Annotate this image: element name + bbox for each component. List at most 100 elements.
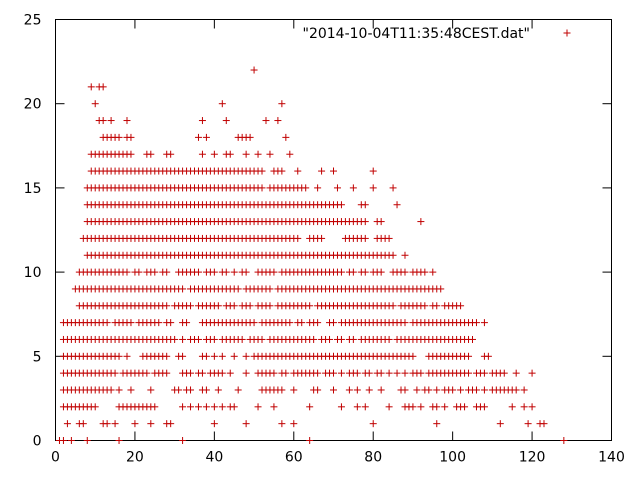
x-tick-label: 60 [285,450,303,466]
data-point [163,369,171,377]
x-tick-label: 140 [598,450,625,466]
data-point [163,268,171,276]
data-point [147,386,155,394]
data-point [222,268,230,276]
data-point [461,403,469,411]
data-point [524,420,532,428]
data-point [115,437,123,444]
data-point [179,285,187,293]
data-point [107,386,115,394]
data-point [389,302,397,310]
x-tick-label: 40 [205,450,223,466]
data-point [361,218,369,226]
data-point [306,302,314,310]
data-point [187,369,195,377]
y-axis: 0 5 10 15 20 25 [24,13,612,450]
x-tick-label: 20 [126,450,144,466]
data-point [214,302,222,310]
plot-frame [55,19,612,441]
data-point [210,268,218,276]
data-point [115,352,123,360]
data-point [361,234,369,242]
y-tick-label: 10 [24,265,42,281]
data-point [254,150,262,158]
data-point [127,386,135,394]
data-point [508,403,516,411]
data-point [457,386,465,394]
data-point [151,268,159,276]
data-point [393,369,401,377]
data-point [314,369,322,377]
y-tick-label: 25 [24,13,42,29]
data-point [250,66,258,74]
data-point [421,302,429,310]
data-point [183,319,191,327]
data-point [401,251,409,259]
data-point [282,369,290,377]
data-point [433,420,441,428]
legend-plus-marker [563,29,571,37]
data-point [230,268,238,276]
data-point [365,369,373,377]
data-point [469,335,476,343]
data-point [226,369,234,377]
data-point [480,319,488,327]
data-point [520,403,528,411]
data-point [337,335,345,343]
data-point [433,386,441,394]
data-point [210,335,218,343]
data-point [230,302,238,310]
data-point [254,403,262,411]
data-point [365,386,373,394]
data-point [230,403,238,411]
data-point [385,369,393,377]
y-tick-label: 5 [33,349,42,365]
data-point [230,352,238,360]
data-point [449,386,457,394]
data-point [242,268,250,276]
data-point [202,352,210,360]
data-point [337,201,345,209]
data-point [457,302,465,310]
data-point [401,386,409,394]
data-point [294,234,302,242]
data-point [115,133,123,141]
data-point [465,369,473,377]
data-point [127,319,135,327]
data-point [377,218,385,226]
data-point [337,268,345,276]
data-point [306,403,314,411]
data-point [198,117,206,125]
data-point [480,369,488,377]
data-point [147,420,155,428]
data-point [179,352,187,360]
data-point [266,150,274,158]
data-point [441,403,449,411]
data-point [349,184,357,192]
legend: "2014-10-04T11:35:48CEST.dat" [303,26,571,42]
data-points [55,66,568,444]
data-point [127,150,135,158]
data-point [234,285,242,293]
data-point [314,319,322,327]
data-point [218,369,226,377]
data-point [218,352,226,360]
data-point [63,420,71,428]
data-point [282,133,290,141]
x-tick-label: 80 [364,450,382,466]
data-point [266,302,274,310]
data-point [286,319,294,327]
data-point [330,167,337,175]
data-point [234,386,242,394]
data-point [278,386,286,394]
data-point [83,437,91,444]
data-point [91,403,99,411]
data-point [377,369,385,377]
data-point [421,268,429,276]
data-point [103,319,111,327]
data-point [330,319,337,327]
data-point [151,403,159,411]
legend-marker [563,29,571,37]
data-point [528,369,536,377]
